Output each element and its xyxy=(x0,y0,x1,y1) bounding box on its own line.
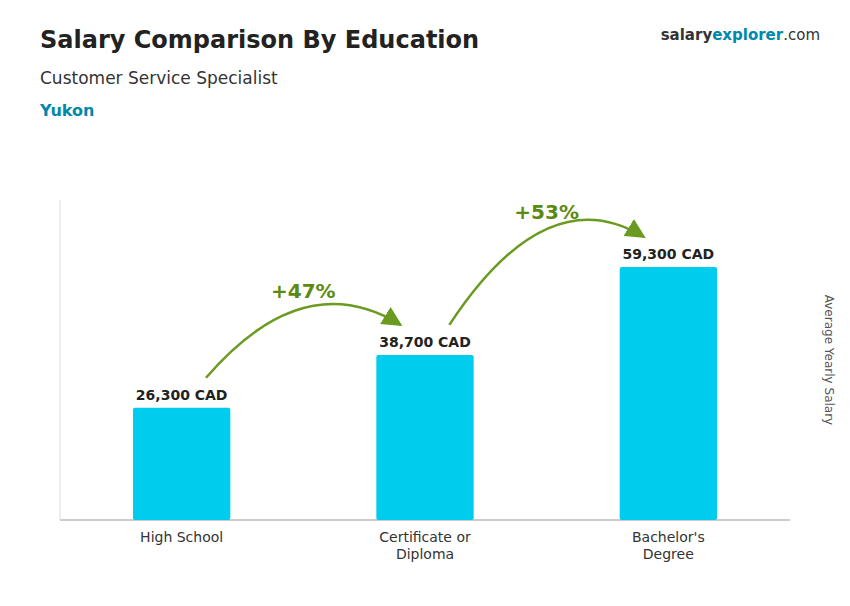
bars xyxy=(133,267,717,520)
annotation-arrow xyxy=(206,304,401,378)
bar xyxy=(133,408,230,520)
brand-part: explorer xyxy=(712,26,784,44)
chart: Salary Comparison By Education Customer S… xyxy=(0,0,850,606)
region: Yukon xyxy=(39,101,94,120)
value-label: 38,700 CAD xyxy=(379,334,471,350)
annotation: +47% xyxy=(271,279,336,303)
category-label: Bachelor'sDegree xyxy=(632,529,705,562)
bar xyxy=(376,355,473,520)
bar xyxy=(620,267,717,520)
brand: salaryexplorer.com xyxy=(661,26,820,44)
value-label: 26,300 CAD xyxy=(136,387,228,403)
title: Salary Comparison By Education xyxy=(40,26,479,54)
category-label: Certificate orDiploma xyxy=(379,529,471,562)
value-label: 59,300 CAD xyxy=(623,246,715,262)
annotation: +53% xyxy=(514,200,579,224)
category-label: High School xyxy=(140,529,223,545)
y-axis-label: Average Yearly Salary xyxy=(822,295,836,425)
brand-part: .com xyxy=(783,26,820,44)
y-axis-line xyxy=(60,200,61,520)
annotation-arrow xyxy=(449,220,644,325)
subtitle: Customer Service Specialist xyxy=(40,68,278,88)
brand-part: salary xyxy=(661,26,713,44)
